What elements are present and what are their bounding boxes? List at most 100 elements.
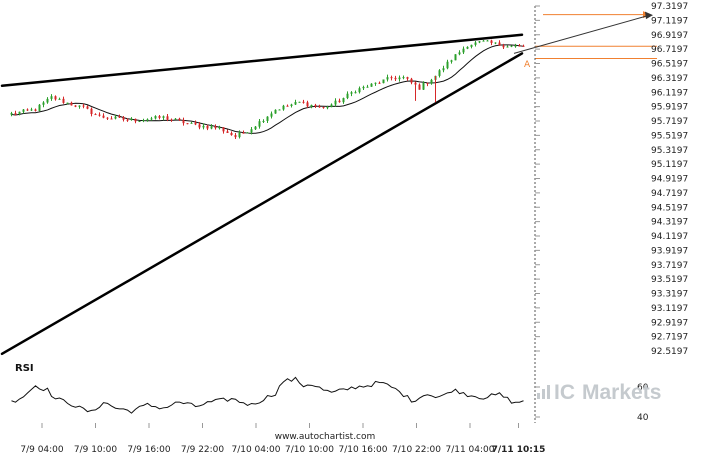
candle — [466, 46, 469, 50]
candle — [354, 90, 357, 94]
candle — [490, 39, 493, 46]
candle — [402, 75, 405, 80]
candle — [102, 113, 105, 119]
candle — [90, 107, 93, 117]
price-tick-label: 95.1197 — [651, 160, 688, 170]
price-tick-label: 96.5197 — [651, 60, 688, 70]
candle — [70, 101, 73, 106]
candle — [278, 109, 281, 111]
candle — [166, 113, 169, 122]
price-tick-label: 96.7197 — [651, 45, 688, 55]
candle — [126, 118, 129, 122]
candle — [250, 126, 253, 135]
candle — [114, 114, 117, 120]
candle — [442, 65, 445, 73]
candle — [506, 45, 509, 48]
price-tick-label: 94.9197 — [651, 175, 688, 185]
candle — [406, 76, 409, 81]
price-tick-label: 92.7197 — [651, 333, 688, 343]
candle — [498, 40, 501, 46]
candle — [78, 105, 81, 109]
candle — [454, 54, 457, 61]
candle — [286, 104, 289, 107]
time-tick-label: 7/9 16:00 — [127, 445, 171, 455]
candle — [270, 111, 273, 119]
moving-average — [11, 44, 524, 134]
time-tick-label: 7/9 22:00 — [181, 445, 225, 455]
candle — [462, 46, 465, 55]
bars-logo-icon — [537, 385, 550, 399]
candle — [338, 98, 341, 103]
candle — [522, 44, 525, 47]
price-tick-label: 93.7197 — [651, 261, 688, 271]
rsi-tick-label: 40 — [637, 413, 649, 423]
candle — [206, 124, 209, 131]
candle — [482, 39, 485, 42]
candle — [266, 116, 269, 124]
site-watermark: www.autochartist.com — [275, 432, 376, 442]
price-tick-label: 95.9197 — [651, 103, 688, 113]
candle — [94, 113, 97, 116]
candle — [22, 108, 25, 114]
breakout-marker: A — [524, 60, 531, 70]
candle — [426, 82, 429, 87]
candle — [358, 86, 361, 94]
candle — [326, 105, 329, 110]
moving-average-line — [11, 44, 524, 134]
candle — [290, 103, 293, 108]
candle — [214, 124, 217, 130]
candle — [322, 106, 325, 109]
candle — [422, 81, 425, 91]
projection-arrowhead-icon — [645, 11, 653, 20]
candle — [390, 75, 393, 81]
candle — [14, 110, 17, 116]
trendlines — [0, 33, 524, 356]
candle — [210, 124, 213, 130]
candle — [518, 43, 521, 47]
resistance-trendline — [0, 33, 524, 88]
candle — [254, 125, 257, 131]
candle — [190, 121, 193, 124]
price-tick-label: 95.5197 — [651, 131, 688, 141]
price-levels — [513, 11, 657, 59]
candle — [306, 100, 309, 108]
rsi-tick-label: 60 — [637, 383, 649, 393]
candle — [298, 101, 301, 103]
candle — [410, 77, 413, 85]
candle — [446, 59, 449, 70]
candle — [62, 96, 65, 104]
candle — [334, 98, 337, 107]
candle — [30, 107, 33, 112]
candle — [10, 111, 13, 117]
candle — [98, 112, 101, 117]
candle — [222, 127, 225, 134]
candle — [154, 115, 157, 120]
candle — [38, 103, 41, 112]
candle — [314, 103, 317, 108]
candle — [502, 43, 505, 49]
price-tick-label: 96.3197 — [651, 74, 688, 84]
candle — [218, 125, 221, 130]
support-trendline — [0, 52, 524, 356]
candle — [158, 114, 161, 120]
price-axis: 97.3197 97.1197 96.9197 96.7197 96.5197 96.31… — [535, 2, 688, 357]
candle — [514, 43, 517, 48]
price-tick-label: 96.9197 — [651, 31, 688, 41]
candle — [470, 44, 473, 49]
brand-logo: IC Markets — [537, 381, 661, 404]
rsi-panel: 60 40 — [11, 376, 649, 423]
price-tick-label: 96.1197 — [651, 88, 688, 98]
candle — [474, 41, 477, 47]
candle — [458, 50, 461, 56]
candle — [130, 117, 133, 121]
candle — [58, 97, 61, 100]
candle — [182, 117, 185, 126]
time-tick-label: 7/10 16:00 — [338, 445, 387, 455]
candle — [150, 116, 153, 121]
candle — [186, 123, 189, 125]
price-tick-label: 94.5197 — [651, 203, 688, 213]
candle — [230, 131, 233, 136]
price-tick-label: 97.3197 — [651, 2, 688, 12]
price-tick-label: 92.5197 — [651, 347, 688, 357]
